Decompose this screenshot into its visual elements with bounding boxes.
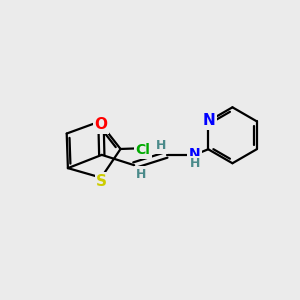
Text: H: H bbox=[156, 139, 166, 152]
Text: H: H bbox=[190, 157, 200, 170]
Text: O: O bbox=[95, 117, 108, 132]
Text: S: S bbox=[96, 174, 107, 189]
Text: N: N bbox=[189, 147, 201, 161]
Text: H: H bbox=[135, 167, 146, 181]
Text: N: N bbox=[202, 113, 215, 128]
Text: Cl: Cl bbox=[135, 143, 150, 158]
